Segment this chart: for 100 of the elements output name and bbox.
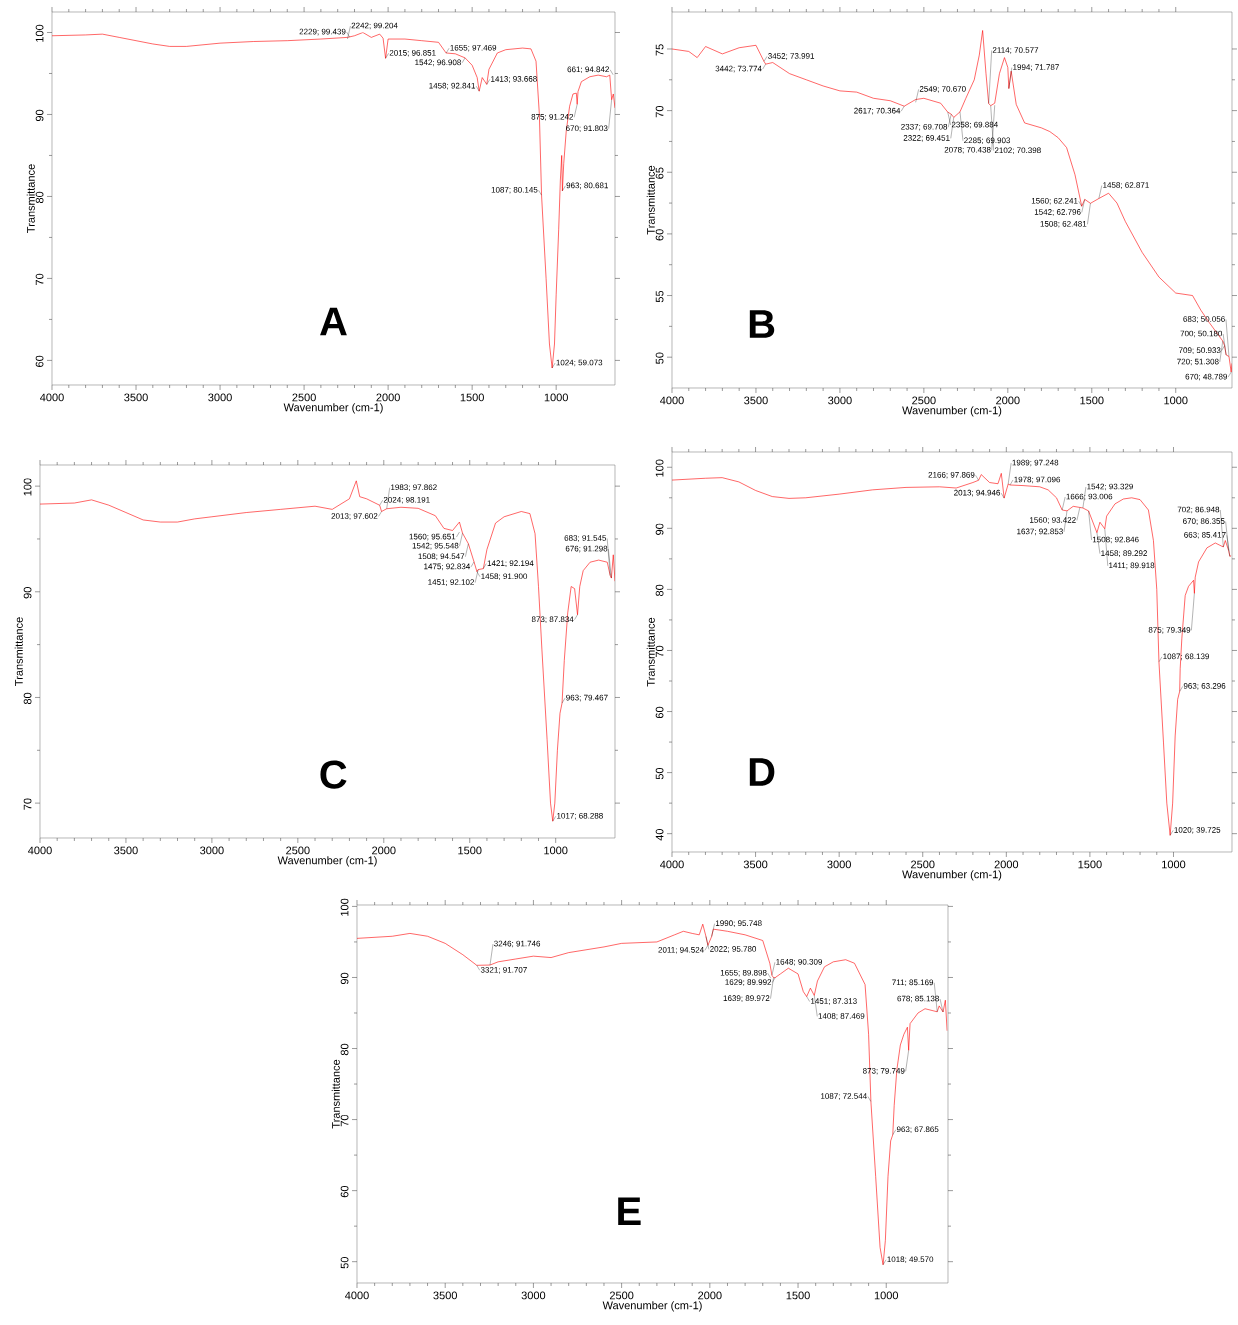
y-axis-title: Transmittance — [646, 617, 655, 687]
annotation: 676; 91.298 — [565, 545, 608, 553]
annotation: 2022; 95.780 — [710, 946, 757, 953]
annotation: 2229; 99.439 — [299, 28, 346, 36]
annotation: 1508; 92.846 — [1092, 536, 1139, 544]
text: D — [749, 758, 775, 786]
y-tick-label: 50 — [655, 352, 664, 364]
annotation: 2011; 94.524 — [658, 947, 704, 954]
annotation: 2015; 96.851 — [389, 50, 436, 57]
y-tick-label: 100 — [23, 478, 32, 496]
x-tick-label: 2000 — [698, 1291, 722, 1300]
annotation: 711; 85.169 — [892, 979, 934, 987]
annotation: 1451; 87.313 — [811, 998, 857, 1005]
text: C — [320, 760, 347, 789]
y-tick-label: 75 — [655, 44, 664, 56]
annotation: 1655; 89.898 — [720, 969, 767, 977]
annotation: 1560; 95.651 — [409, 533, 456, 541]
x-tick-label: 1500 — [458, 846, 482, 855]
x-tick-label: 2000 — [996, 396, 1020, 405]
annotation: 2013; 94.946 — [954, 489, 1001, 497]
x-axis-title: Wavenumber (cm-1) — [602, 1301, 702, 1312]
x-tick-label: 1000 — [1162, 860, 1186, 869]
y-tick-label: 50 — [655, 767, 664, 780]
annotation: 873; 79.749 — [862, 1068, 905, 1075]
y-tick-label: 90 — [655, 523, 664, 535]
annotation: 875; 79.349 — [1148, 627, 1191, 634]
annotation: 2013; 97.602 — [331, 513, 378, 520]
annotation: 1408; 87.469 — [818, 1013, 865, 1020]
annotation: 3452; 73.991 — [768, 53, 815, 60]
x-tick-label: 3500 — [743, 860, 768, 869]
text: A — [320, 307, 347, 336]
text: E — [618, 1197, 641, 1225]
y-tick-label: 60 — [655, 706, 664, 719]
annotation: 1666; 93.006 — [1066, 493, 1113, 501]
annotation: 2337; 69.708 — [901, 123, 948, 131]
x-tick-label: 1000 — [1164, 396, 1188, 405]
y-tick-label: 60 — [655, 229, 664, 241]
annotation: 873; 87.834 — [531, 616, 574, 623]
x-tick-label: 2000 — [372, 846, 396, 855]
x-tick-label: 2500 — [292, 393, 316, 402]
x-axis-title: Wavenumber (cm-1) — [283, 403, 383, 414]
x-tick-label: 3000 — [200, 846, 224, 855]
y-tick-label: 90 — [35, 109, 44, 122]
y-axis-title: Transmittance — [646, 165, 655, 235]
annotation: 1508; 94.547 — [418, 553, 465, 561]
annotation: 709; 50.933 — [1179, 347, 1221, 354]
annotation: 963; 80.681 — [566, 182, 608, 190]
y-tick-label: 80 — [23, 692, 32, 705]
annotation: 2114; 70.577 — [992, 47, 1039, 54]
annotation: 1542; 93.329 — [1087, 483, 1133, 491]
annotation: 3246; 91.746 — [494, 940, 541, 948]
annotation: 1637; 92.853 — [1017, 528, 1063, 536]
x-axis-title: Wavenumber (cm-1) — [902, 406, 1002, 417]
annotation: 875; 91.242 — [531, 113, 574, 121]
x-tick-label: 2500 — [286, 846, 310, 855]
y-axis-title: Transmittance — [26, 164, 35, 233]
x-tick-label: 4000 — [660, 396, 684, 405]
x-tick-label: 3000 — [828, 396, 852, 405]
annotation: 1648; 90.309 — [776, 958, 822, 966]
line-series — [39, 480, 615, 822]
y-tick-label: 60 — [340, 1185, 349, 1198]
x-tick-label: 3000 — [208, 393, 232, 402]
x-tick-label: 1500 — [460, 393, 484, 402]
x-tick-label: 3000 — [521, 1291, 546, 1300]
y-tick-label: 55 — [655, 290, 664, 303]
annotation: 3442; 73.774 — [715, 65, 762, 73]
x-tick-label: 3500 — [114, 846, 138, 855]
annotation: 1639; 89.972 — [723, 995, 770, 1002]
x-tick-label: 2000 — [994, 860, 1019, 869]
annotation: 2166; 97.869 — [928, 471, 975, 479]
annotation: 1508; 62.481 — [1040, 221, 1087, 228]
x-tick-label: 2500 — [912, 396, 936, 405]
annotation: 678; 85.138 — [897, 995, 939, 1003]
annotation: 1413; 93.668 — [491, 76, 537, 83]
x-tick-label: 4000 — [28, 846, 52, 855]
annotation: 2024; 98.191 — [383, 496, 430, 504]
y-tick-label: 80 — [655, 584, 664, 597]
annotation: 1983; 97.862 — [391, 484, 437, 492]
annotation: 683; 50.056 — [1183, 316, 1225, 323]
annotation: 670; 91.803 — [566, 125, 608, 132]
y-tick-label: 100 — [35, 24, 44, 42]
y-tick-label: 90 — [23, 587, 32, 599]
x-tick-label: 1000 — [874, 1291, 899, 1300]
x-tick-label: 2000 — [376, 393, 400, 402]
annotation: 1458; 92.841 — [429, 82, 476, 90]
x-tick-label: 3500 — [124, 393, 148, 402]
annotation: 702; 86.948 — [1177, 506, 1220, 514]
annotation: 1024; 59.073 — [556, 359, 603, 367]
y-tick-label: 100 — [340, 898, 349, 916]
annotation: 1542; 96.908 — [415, 59, 461, 67]
x-tick-label: 1000 — [544, 393, 568, 402]
x-tick-label: 3500 — [433, 1291, 457, 1300]
annotation: 1990; 95.748 — [715, 920, 762, 927]
annotation: 1978; 97.096 — [1014, 476, 1061, 484]
annotation: 700; 50.180 — [1180, 330, 1223, 338]
y-tick-label: 60 — [35, 355, 44, 367]
y-tick-label: 70 — [35, 273, 44, 285]
y-tick-label: 70 — [23, 798, 32, 810]
annotation: 2285; 69.903 — [964, 137, 1011, 145]
y-tick-label: 80 — [340, 1043, 349, 1056]
